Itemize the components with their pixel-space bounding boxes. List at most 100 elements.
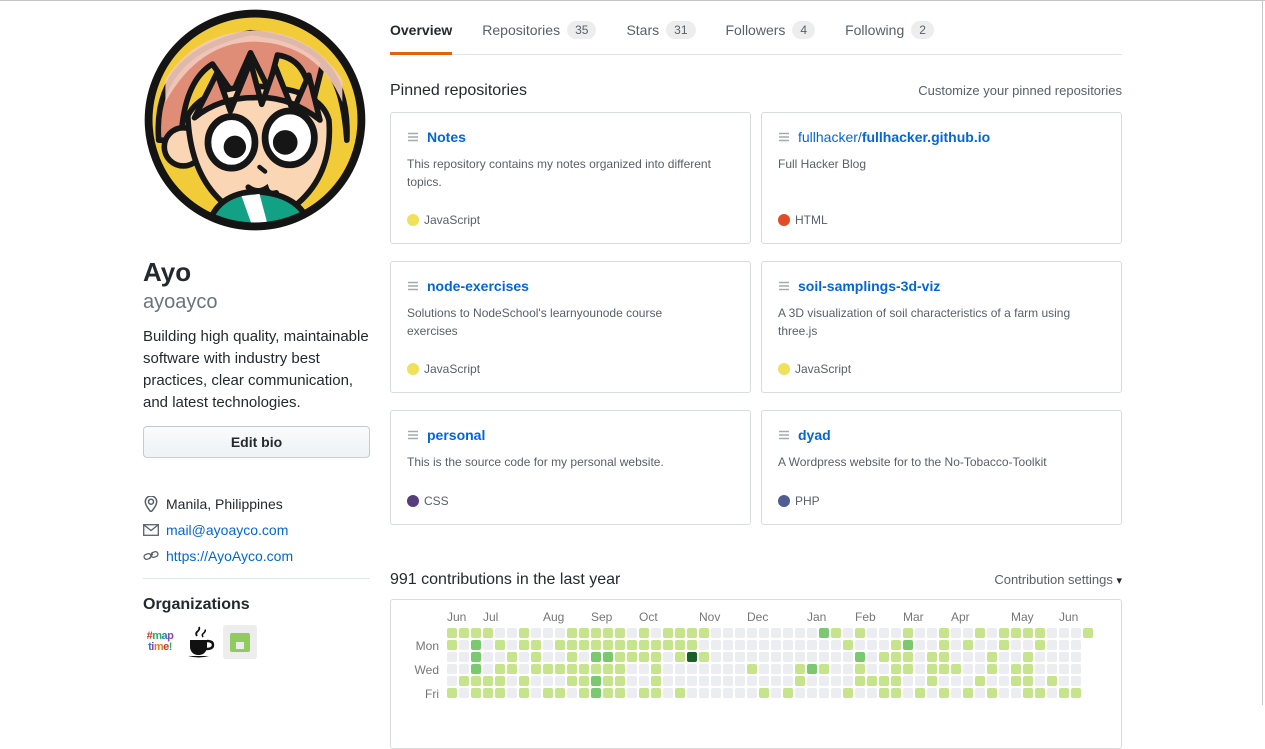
contribution-cell[interactable] — [795, 664, 805, 674]
contribution-cell[interactable] — [819, 676, 829, 686]
contribution-cell[interactable] — [939, 652, 949, 662]
contribution-cell[interactable] — [951, 688, 961, 698]
contribution-cell[interactable] — [471, 664, 481, 674]
contribution-cell[interactable] — [591, 652, 601, 662]
contribution-cell[interactable] — [663, 688, 673, 698]
contribution-cell[interactable] — [543, 688, 553, 698]
contribution-cell[interactable] — [843, 628, 853, 638]
contribution-cell[interactable] — [879, 664, 889, 674]
contribution-cell[interactable] — [975, 676, 985, 686]
contribution-cell[interactable] — [447, 664, 457, 674]
contribution-cell[interactable] — [735, 652, 745, 662]
contribution-cell[interactable] — [855, 664, 865, 674]
contribution-cell[interactable] — [675, 676, 685, 686]
contribution-cell[interactable] — [711, 640, 721, 650]
contribution-cell[interactable] — [687, 652, 697, 662]
contribution-cell[interactable] — [879, 652, 889, 662]
contribution-cell[interactable] — [651, 664, 661, 674]
contribution-cell[interactable] — [591, 628, 601, 638]
contribution-cell[interactable] — [639, 664, 649, 674]
customize-pinned-link[interactable]: Customize your pinned repositories — [918, 83, 1122, 98]
contribution-cell[interactable] — [495, 688, 505, 698]
email-link[interactable]: mail@ayoayco.com — [166, 522, 289, 538]
contribution-cell[interactable] — [591, 640, 601, 650]
contribution-cell[interactable] — [819, 640, 829, 650]
contribution-cell[interactable] — [915, 640, 925, 650]
contribution-cell[interactable] — [459, 688, 469, 698]
contribution-cell[interactable] — [507, 652, 517, 662]
contribution-cell[interactable] — [951, 676, 961, 686]
contribution-cell[interactable] — [471, 640, 481, 650]
contribution-cell[interactable] — [951, 628, 961, 638]
contribution-cell[interactable] — [483, 688, 493, 698]
contribution-cell[interactable] — [615, 652, 625, 662]
contribution-cell[interactable] — [471, 688, 481, 698]
contribution-cell[interactable] — [999, 628, 1009, 638]
contribution-cell[interactable] — [987, 628, 997, 638]
contribution-cell[interactable] — [1047, 652, 1057, 662]
contribution-cell[interactable] — [687, 628, 697, 638]
contribution-cell[interactable] — [603, 628, 613, 638]
contribution-cell[interactable] — [627, 688, 637, 698]
contribution-cell[interactable] — [495, 664, 505, 674]
contribution-settings-dropdown[interactable]: Contribution settings ▾ — [994, 572, 1122, 587]
contribution-cell[interactable] — [495, 652, 505, 662]
contribution-cell[interactable] — [831, 652, 841, 662]
contribution-cell[interactable] — [711, 628, 721, 638]
contribution-cell[interactable] — [939, 628, 949, 638]
contribution-cell[interactable] — [951, 664, 961, 674]
contribution-cell[interactable] — [1047, 628, 1057, 638]
contribution-cell[interactable] — [675, 628, 685, 638]
contribution-cell[interactable] — [795, 676, 805, 686]
contribution-cell[interactable] — [675, 664, 685, 674]
contribution-cell[interactable] — [1011, 676, 1021, 686]
contribution-cell[interactable] — [699, 640, 709, 650]
contribution-cell[interactable] — [939, 664, 949, 674]
contribution-cell[interactable] — [783, 688, 793, 698]
contribution-cell[interactable] — [723, 688, 733, 698]
contribution-cell[interactable] — [711, 652, 721, 662]
contribution-cell[interactable] — [519, 688, 529, 698]
contribution-cell[interactable] — [807, 652, 817, 662]
contribution-cell[interactable] — [459, 676, 469, 686]
contribution-cell[interactable] — [471, 628, 481, 638]
contribution-cell[interactable] — [843, 652, 853, 662]
contribution-cell[interactable] — [591, 676, 601, 686]
tab-stars[interactable]: Stars 31 — [626, 21, 696, 55]
contribution-cell[interactable] — [1035, 688, 1045, 698]
contribution-cell[interactable] — [831, 664, 841, 674]
contribution-cell[interactable] — [639, 628, 649, 638]
contribution-cell[interactable] — [699, 628, 709, 638]
contribution-cell[interactable] — [711, 664, 721, 674]
contribution-cell[interactable] — [651, 640, 661, 650]
contribution-cell[interactable] — [819, 652, 829, 662]
contribution-cell[interactable] — [963, 664, 973, 674]
contribution-cell[interactable] — [771, 676, 781, 686]
contribution-cell[interactable] — [1059, 676, 1069, 686]
contribution-cell[interactable] — [687, 676, 697, 686]
repo-link[interactable]: fullhacker/fullhacker.github.io — [798, 129, 991, 145]
contribution-cell[interactable] — [567, 640, 577, 650]
contribution-cell[interactable] — [879, 688, 889, 698]
contribution-cell[interactable] — [1071, 652, 1081, 662]
contribution-cell[interactable] — [555, 688, 565, 698]
contribution-cell[interactable] — [903, 628, 913, 638]
contribution-cell[interactable] — [1011, 652, 1021, 662]
contribution-cell[interactable] — [627, 652, 637, 662]
contribution-cell[interactable] — [447, 628, 457, 638]
contribution-cell[interactable] — [927, 628, 937, 638]
contribution-cell[interactable] — [531, 676, 541, 686]
contribution-cell[interactable] — [723, 664, 733, 674]
contribution-cell[interactable] — [771, 640, 781, 650]
contribution-cell[interactable] — [975, 640, 985, 650]
contribution-cell[interactable] — [1059, 652, 1069, 662]
contribution-cell[interactable] — [1035, 652, 1045, 662]
contribution-cell[interactable] — [927, 676, 937, 686]
contribution-cell[interactable] — [915, 688, 925, 698]
contribution-cell[interactable] — [459, 652, 469, 662]
contribution-cell[interactable] — [591, 688, 601, 698]
contribution-cell[interactable] — [831, 688, 841, 698]
contribution-cell[interactable] — [891, 688, 901, 698]
contribution-cell[interactable] — [795, 628, 805, 638]
contribution-cell[interactable] — [459, 640, 469, 650]
